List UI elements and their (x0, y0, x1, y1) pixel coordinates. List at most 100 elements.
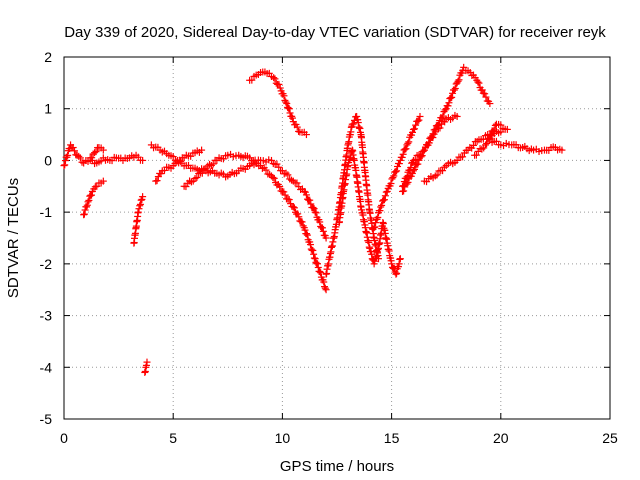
data-point-fill (412, 121, 420, 129)
data-point-fill (414, 160, 422, 168)
data-point-fill (288, 112, 296, 120)
data-point-fill (399, 150, 407, 158)
data-point-fill (70, 147, 78, 155)
data-point-fill (445, 99, 453, 107)
data-point-fill (273, 160, 281, 168)
data-point-fill (80, 210, 88, 218)
data-point-fill (280, 170, 288, 178)
data-point (486, 100, 494, 108)
data-point (392, 270, 400, 278)
data-point-fill (417, 153, 425, 161)
data-point-fill (396, 255, 404, 263)
data-point-fill (321, 283, 329, 291)
data-point-fill (368, 250, 376, 258)
data-point-fill (474, 78, 482, 86)
data-point-fill (309, 246, 317, 254)
data-point-fill (392, 168, 400, 176)
x-tick-label: 25 (602, 430, 618, 446)
data-point (198, 146, 206, 154)
data-point (370, 224, 378, 232)
x-tick-label: 5 (169, 430, 177, 446)
data-point-fill (307, 200, 315, 208)
data-point-fill (64, 151, 72, 159)
data-point-fill (83, 201, 91, 209)
y-tick-label: -3 (40, 308, 53, 324)
x-tick-label: 10 (275, 430, 291, 446)
data-point-fill (403, 180, 411, 188)
data-point (366, 244, 374, 252)
data-point (99, 146, 107, 154)
data-point-fill (321, 284, 329, 292)
data-point-fill (187, 178, 195, 186)
axis-ticks: 0 5 10 15 20 25 -5 -4 -3 -2 -1 0 1 2 (40, 49, 618, 446)
data-point-fill (374, 246, 382, 254)
data-point-fill (285, 196, 293, 204)
data-point-fill (289, 114, 297, 122)
data-point-fill (61, 157, 69, 165)
data-point-fill (374, 213, 382, 221)
x-tick-label: 15 (384, 430, 400, 446)
data-point-fill (395, 160, 403, 168)
data-point-fill (312, 258, 320, 266)
data-point-fill (454, 77, 462, 85)
data-point (388, 260, 396, 268)
data-point-fill (409, 128, 417, 136)
data-point-fill (455, 76, 463, 84)
data-point-fill (271, 75, 279, 83)
data-point-fill (302, 191, 310, 199)
data-point (302, 131, 310, 139)
data-point-fill (248, 76, 256, 84)
data-point-fill (280, 92, 288, 100)
data-point-fill (483, 140, 491, 148)
data-point (283, 100, 291, 108)
data-point-fill (309, 203, 317, 211)
data-point-fill (395, 260, 403, 268)
y-tick-label: 1 (44, 101, 52, 117)
data-point-fill (81, 206, 89, 214)
data-point (390, 172, 398, 180)
data-point-fill (135, 205, 143, 213)
data-point-fill (425, 139, 433, 147)
data-point-fill (306, 196, 314, 204)
data-point-fill (415, 116, 423, 124)
data-point-fill (448, 93, 456, 101)
data-point-fill (310, 254, 318, 262)
data-point-fill (69, 144, 77, 152)
data-point-fill (294, 210, 302, 218)
data-point-fill (262, 166, 270, 174)
data-point-fill (92, 148, 100, 156)
y-axis-label: SDTVAR / TECUs (5, 178, 22, 298)
data-point-fill (303, 231, 311, 239)
data-point (60, 162, 68, 170)
data-point-fill (349, 120, 357, 128)
plot-frame (63, 56, 611, 420)
data-point-fill (475, 79, 483, 87)
data-point-fill (348, 148, 356, 156)
data-point (503, 125, 511, 133)
data-point-fill (429, 134, 437, 142)
data-point-fill (411, 165, 419, 173)
data-point (431, 128, 439, 136)
data-point-fill (398, 153, 406, 161)
data-point (322, 286, 330, 294)
data-point-fill (459, 153, 467, 161)
y-tick-label: 2 (44, 49, 52, 65)
data-point-fill (316, 268, 324, 276)
data-point-fill (284, 104, 292, 112)
data-point-fill (450, 86, 458, 94)
y-tick-label: 0 (44, 152, 52, 168)
data-point-fill (306, 241, 314, 249)
data-point-fill (88, 191, 96, 199)
data-point-fill (373, 252, 381, 260)
data-point-fill (419, 147, 427, 155)
data-point-fill (402, 145, 410, 153)
data-point-fill (411, 125, 419, 133)
data-point (143, 358, 151, 366)
data-point-fill (269, 173, 277, 181)
data-point-fill (318, 224, 326, 232)
data-point-fill (193, 173, 201, 181)
data-point-fill (378, 201, 386, 209)
data-point (383, 187, 391, 195)
data-point-fill (372, 219, 380, 227)
data-point-fill (371, 223, 379, 231)
